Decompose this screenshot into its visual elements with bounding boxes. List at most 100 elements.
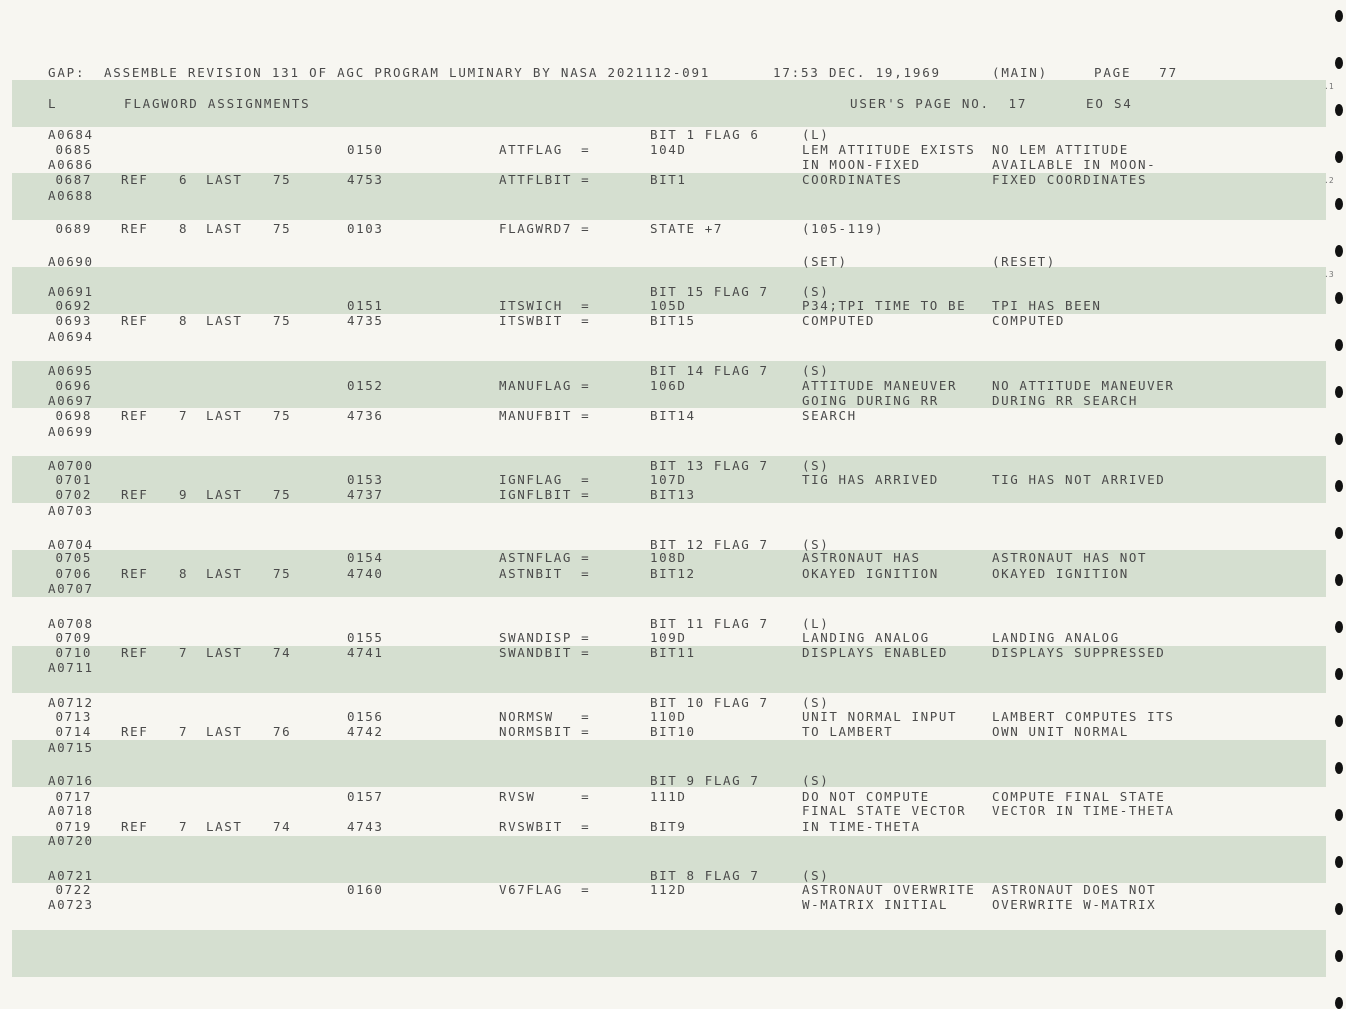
- set-description: (S): [802, 363, 830, 378]
- header-l: L: [48, 96, 58, 111]
- address-value: 4741: [347, 645, 384, 660]
- set-description: ATTITUDE MANEUVER: [802, 378, 958, 393]
- location-counter: A0704: [48, 537, 94, 552]
- header-main: (MAIN): [992, 65, 1048, 80]
- symbol-assignment: RVSWBIT =: [499, 819, 591, 834]
- reset-description: ASTRONAUT HAS NOT: [992, 550, 1148, 565]
- location-counter: 0719: [55, 819, 92, 834]
- bit-value: BIT 10 FLAG 7: [650, 695, 769, 710]
- location-counter: A0703: [48, 503, 94, 518]
- tractor-hole: [1335, 621, 1343, 633]
- symbol-assignment: ATTFLBIT =: [499, 172, 591, 187]
- location-counter: 0702: [55, 487, 92, 502]
- location-counter: 0713: [55, 709, 92, 724]
- last-label: LAST: [206, 172, 243, 187]
- bit-value: BIT 14 FLAG 7: [650, 363, 769, 378]
- symbol-assignment: MANUFBIT =: [499, 408, 591, 423]
- address-value: 0160: [347, 882, 384, 897]
- tractor-hole: [1335, 198, 1343, 210]
- address-value: 4740: [347, 566, 384, 581]
- set-description: (S): [802, 868, 830, 883]
- ref-count: 7: [179, 724, 189, 739]
- tractor-hole: [1335, 292, 1343, 304]
- edge-mark: .2: [1324, 176, 1334, 185]
- greenbar-band: [12, 361, 1326, 408]
- tractor-hole: [1335, 527, 1343, 539]
- reset-description: DISPLAYS SUPPRESSED: [992, 645, 1166, 660]
- ref-count: 9: [179, 487, 189, 502]
- set-description: DO NOT COMPUTE: [802, 789, 930, 804]
- set-description: TIG HAS ARRIVED: [802, 472, 939, 487]
- last-page: 75: [273, 487, 292, 502]
- ref-count: 8: [179, 221, 189, 236]
- location-counter: A0711: [48, 660, 94, 675]
- reset-description: NO ATTITUDE MANEUVER: [992, 378, 1175, 393]
- set-description: DISPLAYS ENABLED: [802, 645, 949, 660]
- reset-description: COMPUTED: [992, 313, 1066, 328]
- bit-value: BIT 15 FLAG 7: [650, 284, 769, 299]
- set-description: (L): [802, 127, 830, 142]
- greenbar-band: [12, 836, 1326, 883]
- reset-description: TPI HAS BEEN: [992, 298, 1102, 313]
- set-description: (S): [802, 284, 830, 299]
- symbol-assignment: ASTNFLAG =: [499, 550, 591, 565]
- bit-value: 111D: [650, 789, 687, 804]
- reset-description: TIG HAS NOT ARRIVED: [992, 472, 1166, 487]
- set-description: OKAYED IGNITION: [802, 566, 939, 581]
- ref-count: 7: [179, 645, 189, 660]
- bit-value: 104D: [650, 142, 687, 157]
- bit-value: BIT11: [650, 645, 696, 660]
- greenbar-band: [12, 646, 1326, 693]
- bit-value: BIT12: [650, 566, 696, 581]
- greenbar-band: [12, 930, 1326, 977]
- address-value: 0152: [347, 378, 384, 393]
- set-description: LANDING ANALOG: [802, 630, 930, 645]
- location-counter: A0700: [48, 458, 94, 473]
- location-counter: 0706: [55, 566, 92, 581]
- symbol-assignment: IGNFLBIT =: [499, 487, 591, 502]
- location-counter: 0714: [55, 724, 92, 739]
- set-description: FINAL STATE VECTOR: [802, 803, 967, 818]
- location-counter: 0710: [55, 645, 92, 660]
- location-counter: A0699: [48, 424, 94, 439]
- location-counter: A0691: [48, 284, 94, 299]
- bit-value: BIT 13 FLAG 7: [650, 458, 769, 473]
- header-program-line: GAP: ASSEMBLE REVISION 131 OF AGC PROGRA…: [48, 65, 711, 80]
- symbol-assignment: SWANDBIT =: [499, 645, 591, 660]
- address-value: 0155: [347, 630, 384, 645]
- location-counter: 0698: [55, 408, 92, 423]
- location-counter: 0722: [55, 882, 92, 897]
- set-description: (L): [802, 616, 830, 631]
- address-value: 0157: [347, 789, 384, 804]
- ref-label: REF: [121, 313, 149, 328]
- greenbar-band: [12, 550, 1326, 597]
- symbol-assignment: V67FLAG =: [499, 882, 591, 897]
- address-value: 4753: [347, 172, 384, 187]
- location-counter: 0701: [55, 472, 92, 487]
- ref-count: 8: [179, 313, 189, 328]
- last-label: LAST: [206, 408, 243, 423]
- greenbar-band: [12, 267, 1326, 314]
- reset-description: NO LEM ATTITUDE: [992, 142, 1129, 157]
- set-description: (SET): [802, 254, 848, 269]
- symbol-assignment: ATTFLAG =: [499, 142, 591, 157]
- greenbar-band: [12, 80, 1326, 127]
- last-label: LAST: [206, 819, 243, 834]
- header-eo: EO S4: [1086, 96, 1133, 111]
- last-label: LAST: [206, 313, 243, 328]
- header-page-number: PAGE 77: [1094, 65, 1178, 80]
- set-description: (105-119): [802, 221, 885, 236]
- symbol-assignment: NORMSW =: [499, 709, 591, 724]
- tractor-hole: [1335, 57, 1343, 69]
- location-counter: A0707: [48, 581, 94, 596]
- address-value: 4736: [347, 408, 384, 423]
- edge-mark: .3: [1324, 270, 1334, 279]
- location-counter: 0687: [55, 172, 92, 187]
- set-description: (S): [802, 695, 830, 710]
- reset-description: OWN UNIT NORMAL: [992, 724, 1129, 739]
- ref-count: 7: [179, 408, 189, 423]
- symbol-assignment: MANUFLAG =: [499, 378, 591, 393]
- location-counter: A0718: [48, 803, 94, 818]
- bit-value: BIT10: [650, 724, 696, 739]
- bit-value: BIT 9 FLAG 7: [650, 773, 760, 788]
